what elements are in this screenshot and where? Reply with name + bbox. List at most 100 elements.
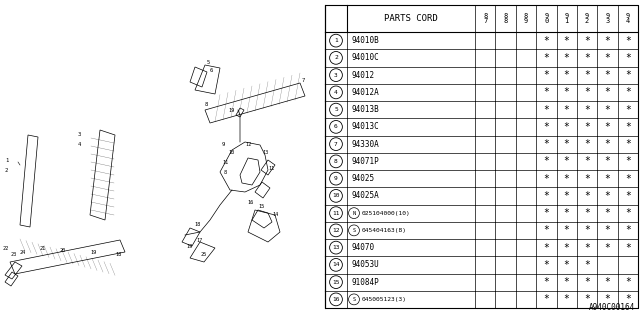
Text: 045005123(3): 045005123(3) bbox=[362, 297, 406, 302]
Text: 8: 8 bbox=[205, 102, 208, 108]
Text: 045404163(8): 045404163(8) bbox=[362, 228, 406, 233]
Text: 10: 10 bbox=[332, 193, 340, 198]
Text: *: * bbox=[625, 122, 631, 132]
Text: *: * bbox=[625, 105, 631, 115]
Text: *: * bbox=[625, 243, 631, 252]
Text: 1: 1 bbox=[5, 157, 8, 163]
Text: *: * bbox=[605, 36, 611, 46]
Text: *: * bbox=[584, 191, 590, 201]
Text: 8: 8 bbox=[334, 159, 338, 164]
Text: *: * bbox=[605, 294, 611, 304]
Text: N: N bbox=[353, 211, 356, 216]
Text: *: * bbox=[564, 277, 570, 287]
Text: 18: 18 bbox=[194, 222, 200, 228]
Text: 13: 13 bbox=[262, 149, 268, 155]
Text: 22: 22 bbox=[3, 245, 9, 251]
Text: 94013C: 94013C bbox=[351, 122, 379, 132]
Text: 14: 14 bbox=[272, 212, 278, 217]
Text: *: * bbox=[564, 174, 570, 184]
Text: 9: 9 bbox=[334, 176, 338, 181]
Text: 21: 21 bbox=[40, 245, 46, 251]
Text: 13: 13 bbox=[332, 245, 340, 250]
Text: *: * bbox=[625, 87, 631, 97]
Text: 14: 14 bbox=[332, 262, 340, 268]
Text: *: * bbox=[605, 277, 611, 287]
Text: 9
1: 9 1 bbox=[564, 13, 569, 24]
Text: 24: 24 bbox=[20, 250, 26, 254]
Text: *: * bbox=[543, 174, 549, 184]
Text: *: * bbox=[564, 225, 570, 236]
Text: *: * bbox=[584, 87, 590, 97]
Text: *: * bbox=[543, 225, 549, 236]
Text: *: * bbox=[584, 294, 590, 304]
Text: 7: 7 bbox=[302, 77, 305, 83]
Text: *: * bbox=[625, 139, 631, 149]
Text: *: * bbox=[584, 36, 590, 46]
Text: 11: 11 bbox=[268, 165, 275, 171]
Text: 2: 2 bbox=[334, 55, 338, 60]
Text: *: * bbox=[564, 260, 570, 270]
Text: 5: 5 bbox=[334, 107, 338, 112]
Text: 94025: 94025 bbox=[351, 174, 374, 183]
Text: *: * bbox=[584, 225, 590, 236]
Text: *: * bbox=[584, 208, 590, 218]
Text: *: * bbox=[543, 70, 549, 80]
Text: *: * bbox=[605, 156, 611, 166]
Text: *: * bbox=[584, 277, 590, 287]
Text: *: * bbox=[584, 70, 590, 80]
Text: *: * bbox=[543, 36, 549, 46]
Text: *: * bbox=[584, 260, 590, 270]
Text: *: * bbox=[625, 53, 631, 63]
Text: 16: 16 bbox=[247, 199, 253, 204]
Text: 6: 6 bbox=[334, 124, 338, 129]
Text: 25: 25 bbox=[201, 252, 207, 258]
Text: *: * bbox=[605, 225, 611, 236]
Text: *: * bbox=[584, 174, 590, 184]
Text: *: * bbox=[605, 243, 611, 252]
Text: *: * bbox=[584, 156, 590, 166]
Text: *: * bbox=[543, 122, 549, 132]
Text: *: * bbox=[605, 70, 611, 80]
Text: 19: 19 bbox=[228, 108, 234, 113]
Text: *: * bbox=[543, 105, 549, 115]
Text: 94012A: 94012A bbox=[351, 88, 379, 97]
Text: 5: 5 bbox=[207, 60, 211, 65]
Bar bbox=[325, 5, 638, 308]
Text: *: * bbox=[543, 191, 549, 201]
Text: 19: 19 bbox=[90, 250, 96, 254]
Text: 15: 15 bbox=[332, 280, 340, 284]
Text: *: * bbox=[584, 139, 590, 149]
Text: 9: 9 bbox=[222, 142, 225, 148]
Text: 025104000(10): 025104000(10) bbox=[362, 211, 410, 216]
Text: 23: 23 bbox=[11, 252, 17, 257]
Text: *: * bbox=[543, 277, 549, 287]
Text: 10: 10 bbox=[228, 149, 234, 155]
Text: *: * bbox=[564, 122, 570, 132]
Text: 9
4: 9 4 bbox=[626, 13, 630, 24]
Text: *: * bbox=[564, 191, 570, 201]
Text: *: * bbox=[625, 156, 631, 166]
Text: *: * bbox=[605, 87, 611, 97]
Text: *: * bbox=[564, 105, 570, 115]
Text: *: * bbox=[625, 208, 631, 218]
Text: *: * bbox=[564, 139, 570, 149]
Text: 94330A: 94330A bbox=[351, 140, 379, 148]
Text: 94025A: 94025A bbox=[351, 191, 379, 200]
Text: 94010B: 94010B bbox=[351, 36, 379, 45]
Text: *: * bbox=[625, 277, 631, 287]
Text: *: * bbox=[584, 243, 590, 252]
Text: 9
3: 9 3 bbox=[605, 13, 609, 24]
Text: 8: 8 bbox=[224, 170, 227, 174]
Text: *: * bbox=[543, 208, 549, 218]
Text: *: * bbox=[543, 156, 549, 166]
Text: *: * bbox=[564, 156, 570, 166]
Text: *: * bbox=[584, 53, 590, 63]
Text: *: * bbox=[605, 122, 611, 132]
Text: *: * bbox=[564, 70, 570, 80]
Text: S: S bbox=[353, 297, 356, 302]
Text: 94071P: 94071P bbox=[351, 157, 379, 166]
Text: *: * bbox=[543, 243, 549, 252]
Text: 17: 17 bbox=[196, 237, 202, 243]
Text: 8
7: 8 7 bbox=[483, 13, 487, 24]
Text: *: * bbox=[564, 243, 570, 252]
